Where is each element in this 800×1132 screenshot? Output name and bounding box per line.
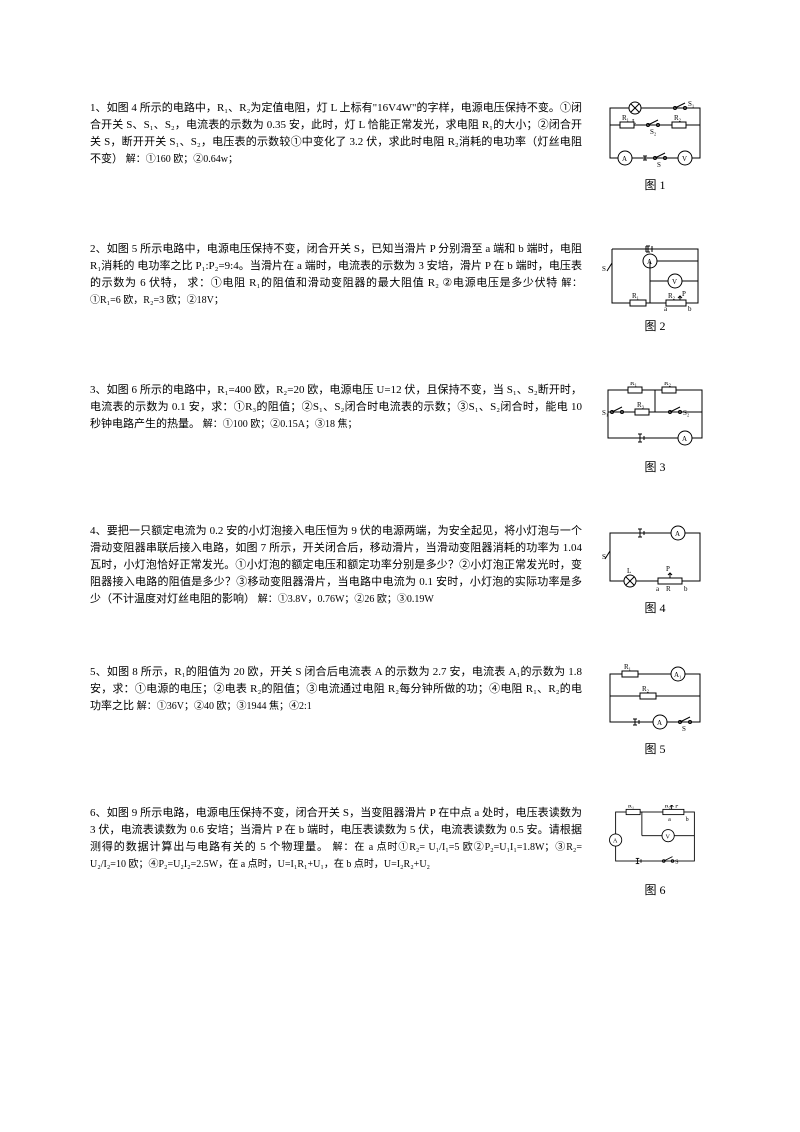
diagram-1: L S₁ R₁ S₂ R₂ A V — [600, 100, 710, 170]
svg-text:A₁: A₁ — [674, 671, 682, 679]
svg-text:R₁: R₁ — [624, 664, 631, 671]
svg-text:A: A — [675, 530, 680, 538]
problem-1-text: 1、如图 4 所示的电路中，R₁、R₂为定值电阻，灯 L 上标有"16V4W"的… — [90, 100, 582, 168]
svg-text:R₂: R₂ — [642, 685, 650, 693]
problem-1: 1、如图 4 所示的电路中，R₁、R₂为定值电阻，灯 L 上标有"16V4W"的… — [90, 100, 710, 193]
svg-text:P: P — [666, 565, 670, 573]
svg-text:V: V — [666, 834, 671, 840]
diagram-5: R₁ A₁ R₂ A S — [600, 664, 710, 734]
svg-text:R₂: R₂ — [664, 382, 672, 387]
problem-3-text: 3、如图 6 所示的电路中，R₁=400 欧，R₂=20 欧，电源电压 U=12… — [90, 382, 582, 433]
diagram-1-label: 图 1 — [644, 176, 665, 193]
diagram-3-label: 图 3 — [644, 458, 665, 475]
svg-text:S₂: S₂ — [683, 409, 690, 417]
svg-text:L: L — [627, 567, 631, 575]
svg-text:A: A — [622, 155, 627, 163]
diagram-2: S A V R₁ R₂ P a b — [600, 241, 710, 311]
svg-text:a: a — [656, 585, 660, 593]
svg-text:b: b — [688, 305, 692, 311]
problem-2-diagram: S A V R₁ R₂ P a b — [600, 241, 710, 334]
problem-5-diagram: R₁ A₁ R₂ A S 图 5 — [600, 664, 710, 757]
svg-text:V: V — [682, 155, 687, 163]
diagram-6: R₁ R₂ P a b V A — [600, 805, 710, 875]
svg-text:b: b — [684, 585, 688, 593]
svg-text:A: A — [613, 839, 618, 845]
problem-4-diagram: A S L P a b R 图 4 — [600, 523, 710, 616]
problem-6: 6、如图 9 所示电路，电源电压保持不变，闭合开关 S，当变阻器滑片 P 在中点… — [90, 805, 710, 898]
svg-text:S₁: S₁ — [688, 100, 694, 108]
svg-text:S: S — [682, 725, 686, 733]
svg-text:R₃: R₃ — [637, 401, 645, 409]
problem-3-answer: 解：①100 欧；②0.15A；③18 焦； — [203, 419, 358, 430]
problem-5-answer: 解：①36V；②40 欧；③1944 焦；④2:1 — [137, 701, 312, 712]
problem-2: 2、如图 5 所示电路中，电源电压保持不变，闭合开关 S，已知当滑片 P 分别滑… — [90, 241, 710, 334]
problem-3: 3、如图 6 所示的电路中，R₁=400 欧，R₂=20 欧，电源电压 U=12… — [90, 382, 710, 475]
svg-text:R₁: R₁ — [622, 114, 629, 122]
problem-2-text: 2、如图 5 所示电路中，电源电压保持不变，闭合开关 S，已知当滑片 P 分别滑… — [90, 241, 582, 309]
svg-text:R₁: R₁ — [628, 805, 634, 810]
svg-text:V: V — [672, 278, 677, 286]
problem-6-diagram: R₁ R₂ P a b V A — [600, 805, 710, 898]
svg-text:S: S — [602, 265, 606, 273]
svg-text:S: S — [675, 860, 679, 866]
svg-text:P: P — [675, 805, 679, 810]
svg-text:S₂: S₂ — [650, 128, 657, 136]
diagram-4-label: 图 4 — [644, 599, 665, 616]
problem-3-diagram: R₁ R₂ S₁ R₃ S₂ — [600, 382, 710, 475]
problem-4-answer: 解：①3.8V，0.76W；②26 欧；③0.19W — [258, 594, 434, 605]
problem-4-text: 4、要把一只额定电流为 0.2 安的小灯泡接入电压恒为 9 伏的电源两端，为安全… — [90, 523, 582, 608]
problem-4: 4、要把一只额定电流为 0.2 安的小灯泡接入电压恒为 9 伏的电源两端，为安全… — [90, 523, 710, 616]
problem-2-body: 2、如图 5 所示电路中，电源电压保持不变，闭合开关 S，已知当滑片 P 分别滑… — [90, 243, 582, 289]
problem-6-text: 6、如图 9 所示电路，电源电压保持不变，闭合开关 S，当变阻器滑片 P 在中点… — [90, 805, 582, 873]
svg-text:a: a — [668, 817, 671, 823]
svg-text:R₁: R₁ — [632, 292, 639, 300]
svg-text:R: R — [666, 585, 671, 593]
svg-text:R₁: R₁ — [630, 382, 637, 387]
svg-text:b: b — [686, 817, 689, 823]
svg-text:P: P — [682, 290, 686, 298]
diagram-4: A S L P a b R — [600, 523, 710, 593]
diagram-2-label: 图 2 — [644, 317, 665, 334]
svg-text:R₂: R₂ — [665, 805, 671, 810]
problem-1-answer: 解：①160 欧；②0.64w； — [126, 154, 238, 165]
problem-5: 5、如图 8 所示，R₁的阻值为 20 欧，开关 S 闭合后电流表 A 的示数为… — [90, 664, 710, 757]
problem-1-diagram: L S₁ R₁ S₂ R₂ A V — [600, 100, 710, 193]
problem-5-text: 5、如图 8 所示，R₁的阻值为 20 欧，开关 S 闭合后电流表 A 的示数为… — [90, 664, 582, 715]
svg-text:R₂: R₂ — [668, 292, 676, 300]
svg-text:S: S — [602, 553, 606, 561]
svg-text:A: A — [682, 435, 687, 443]
page: 1、如图 4 所示的电路中，R₁、R₂为定值电阻，灯 L 上标有"16V4W"的… — [90, 100, 710, 898]
svg-text:S₁: S₁ — [602, 409, 608, 417]
diagram-3: R₁ R₂ S₁ R₃ S₂ — [600, 382, 710, 452]
svg-text:R₂: R₂ — [674, 114, 682, 122]
diagram-6-label: 图 6 — [644, 881, 665, 898]
svg-text:A: A — [657, 719, 662, 727]
svg-text:S: S — [657, 161, 661, 169]
diagram-5-label: 图 5 — [644, 740, 665, 757]
